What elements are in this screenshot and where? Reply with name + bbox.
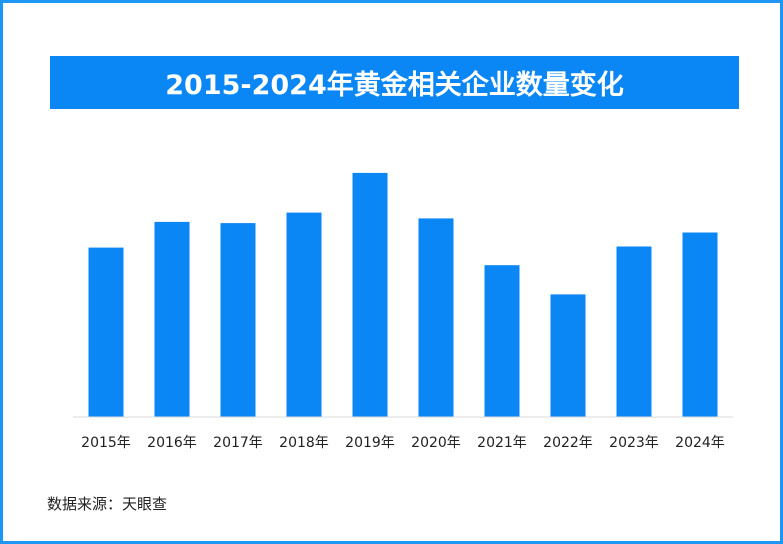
x-tick-label: 2024年 <box>675 435 725 451</box>
bar-2019年 <box>352 172 388 417</box>
bar-2016年 <box>154 221 190 417</box>
title-banner: 2015-2024年黄金相关企业数量变化 <box>50 56 739 109</box>
bar-2018年 <box>286 212 322 417</box>
x-tick-label: 2020年 <box>411 435 461 451</box>
bar-2022年 <box>550 294 586 417</box>
x-tick-label: 2016年 <box>147 435 197 451</box>
x-tick-labels: 2015年 2016年 2017年 2018年 2019年 2020年 2021年 2022年… <box>81 435 725 451</box>
x-tick-label: 2015年 <box>81 435 131 451</box>
x-tick-label: 2023年 <box>609 435 659 451</box>
bars-group <box>88 172 718 417</box>
x-tick-label: 2017年 <box>213 435 263 451</box>
bar-2024年 <box>682 232 718 417</box>
data-source-note: 数据来源：天眼查 <box>47 495 168 513</box>
bar-2015年 <box>88 247 124 417</box>
x-tick-label: 2019年 <box>345 435 395 451</box>
x-tick-label: 2022年 <box>543 435 593 451</box>
chart-title: 2015-2024年黄金相关企业数量变化 <box>165 70 624 101</box>
bar-2021年 <box>484 265 520 417</box>
bar-chart: 2015年 2016年 2017年 2018年 2019年 2020年 2021年 2022年… <box>73 172 733 451</box>
x-tick-label: 2018年 <box>279 435 329 451</box>
bar-2017年 <box>220 223 256 417</box>
bar-2020年 <box>418 218 454 417</box>
bar-2023年 <box>616 246 652 417</box>
x-tick-label: 2021年 <box>477 435 527 451</box>
